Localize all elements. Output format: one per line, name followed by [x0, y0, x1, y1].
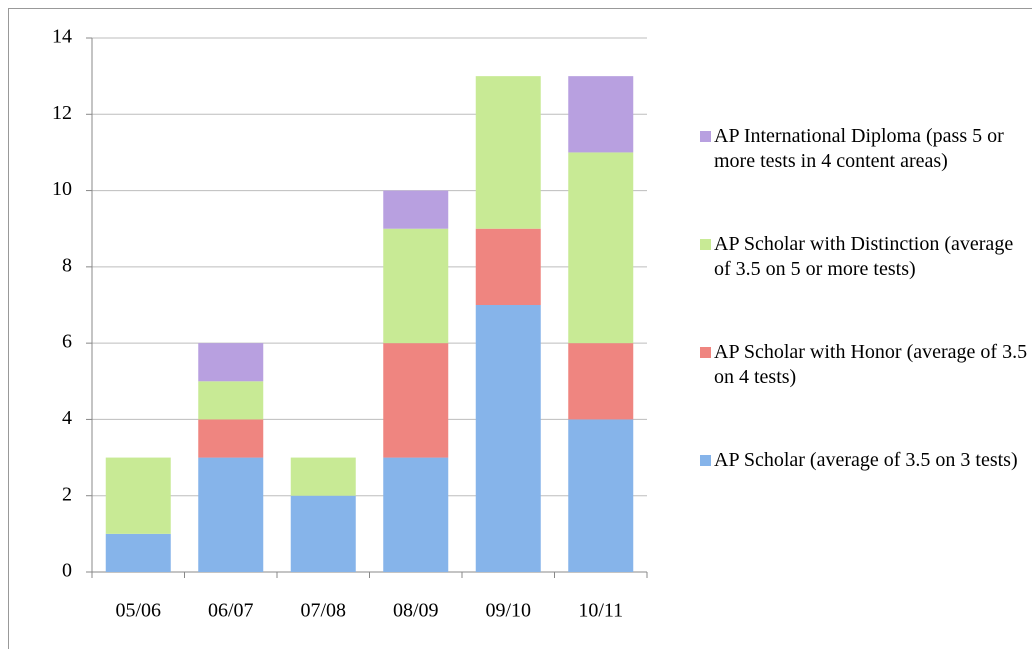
bar-segment [105, 533, 171, 572]
bar-segment [383, 343, 449, 458]
bar-segment [198, 457, 264, 572]
legend-swatch [700, 131, 711, 142]
bar-segment [383, 457, 449, 572]
bar-segment [568, 419, 634, 572]
x-tick-label: 10/11 [578, 600, 623, 622]
bar-segment [475, 76, 541, 229]
y-tick-label: 0 [62, 560, 72, 582]
bar-segment [568, 343, 634, 420]
y-tick-label: 10 [52, 178, 72, 200]
legend-entry: AP Scholar with Distinction (average of … [700, 232, 1030, 282]
bar-segment [290, 495, 356, 572]
bar-segment [383, 190, 449, 229]
legend-label: AP Scholar with Honor (average of 3.5 on… [714, 341, 1028, 388]
frame [8, 8, 1032, 649]
legend-swatch [700, 239, 711, 250]
bar-segment [198, 419, 264, 458]
bar-segment [568, 152, 634, 344]
x-tick-label: 05/06 [115, 600, 161, 622]
legend-entry: AP Scholar with Honor (average of 3.5 on… [700, 340, 1030, 390]
y-tick-label: 2 [62, 483, 72, 505]
y-tick-label: 12 [52, 102, 72, 124]
bar-segment [383, 228, 449, 344]
legend-label: AP Scholar with Distinction (average of … [714, 233, 1014, 280]
legend-entry: AP Scholar (average of 3.5 on 3 tests) [700, 448, 1030, 473]
x-tick-label: 09/10 [485, 600, 531, 622]
bar-segment [475, 228, 541, 305]
bar-segment [290, 457, 356, 496]
y-tick-label: 14 [52, 26, 72, 48]
bar-segment [568, 76, 634, 153]
bar-segment [475, 305, 541, 572]
x-tick-label: 06/07 [208, 600, 254, 622]
legend-swatch [700, 455, 711, 466]
legend-label: AP International Diploma (pass 5 or more… [714, 125, 1004, 172]
bar-segment [198, 381, 264, 420]
x-tick-label: 08/09 [393, 600, 439, 622]
bar-segment [198, 343, 264, 382]
y-tick-label: 4 [62, 407, 72, 429]
y-tick-label: 8 [62, 254, 72, 276]
y-tick-label: 6 [62, 331, 72, 353]
legend-swatch [700, 347, 711, 358]
x-tick-label: 07/08 [300, 600, 346, 622]
legend-entry: AP International Diploma (pass 5 or more… [700, 124, 1030, 174]
bar-segment [105, 457, 171, 534]
legend-label: AP Scholar (average of 3.5 on 3 tests) [714, 449, 1018, 471]
